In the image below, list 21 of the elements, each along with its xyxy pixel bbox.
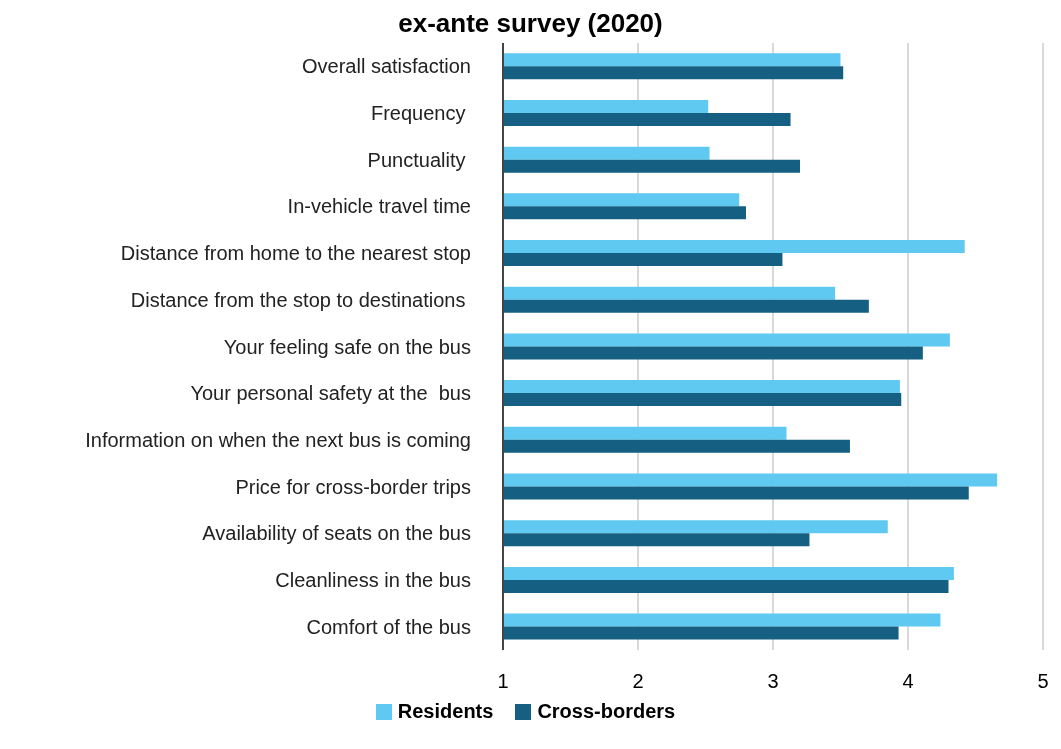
y-tick-label: Frequency [370, 102, 471, 125]
y-tick-label: Your personal safety at the bus [190, 382, 471, 405]
y-tick-label: Cleanliness in the bus [275, 568, 471, 591]
y-tick-label: Availability of seats on the bus [202, 522, 471, 545]
y-tick-label: Overall satisfaction [302, 55, 471, 78]
x-tick-label: 1 [497, 670, 509, 693]
x-tick-label: 4 [902, 670, 914, 693]
y-tick-label: In-vehicle travel time [287, 195, 471, 218]
legend-label: Cross-borders [537, 700, 676, 723]
x-tick-label: 2 [632, 670, 644, 693]
y-tick-label: Your feeling safe on the bus [223, 335, 471, 358]
y-tick-label: Comfort of the bus [306, 615, 471, 638]
y-tick-label: Distance from the stop to destinations [130, 288, 471, 311]
y-tick-label: Information on when the next bus is coming [85, 428, 471, 451]
legend-label: Residents [397, 700, 494, 723]
y-tick-label: Price for cross-border trips [235, 475, 471, 498]
y-tick-label: Distance from home to the nearest stop [120, 242, 471, 265]
y-tick-label: Punctuality [367, 148, 471, 171]
x-tick-label: 3 [767, 670, 779, 693]
chart-title: ex-ante survey (2020) [397, 8, 664, 39]
x-tick-label: 5 [1037, 670, 1049, 693]
